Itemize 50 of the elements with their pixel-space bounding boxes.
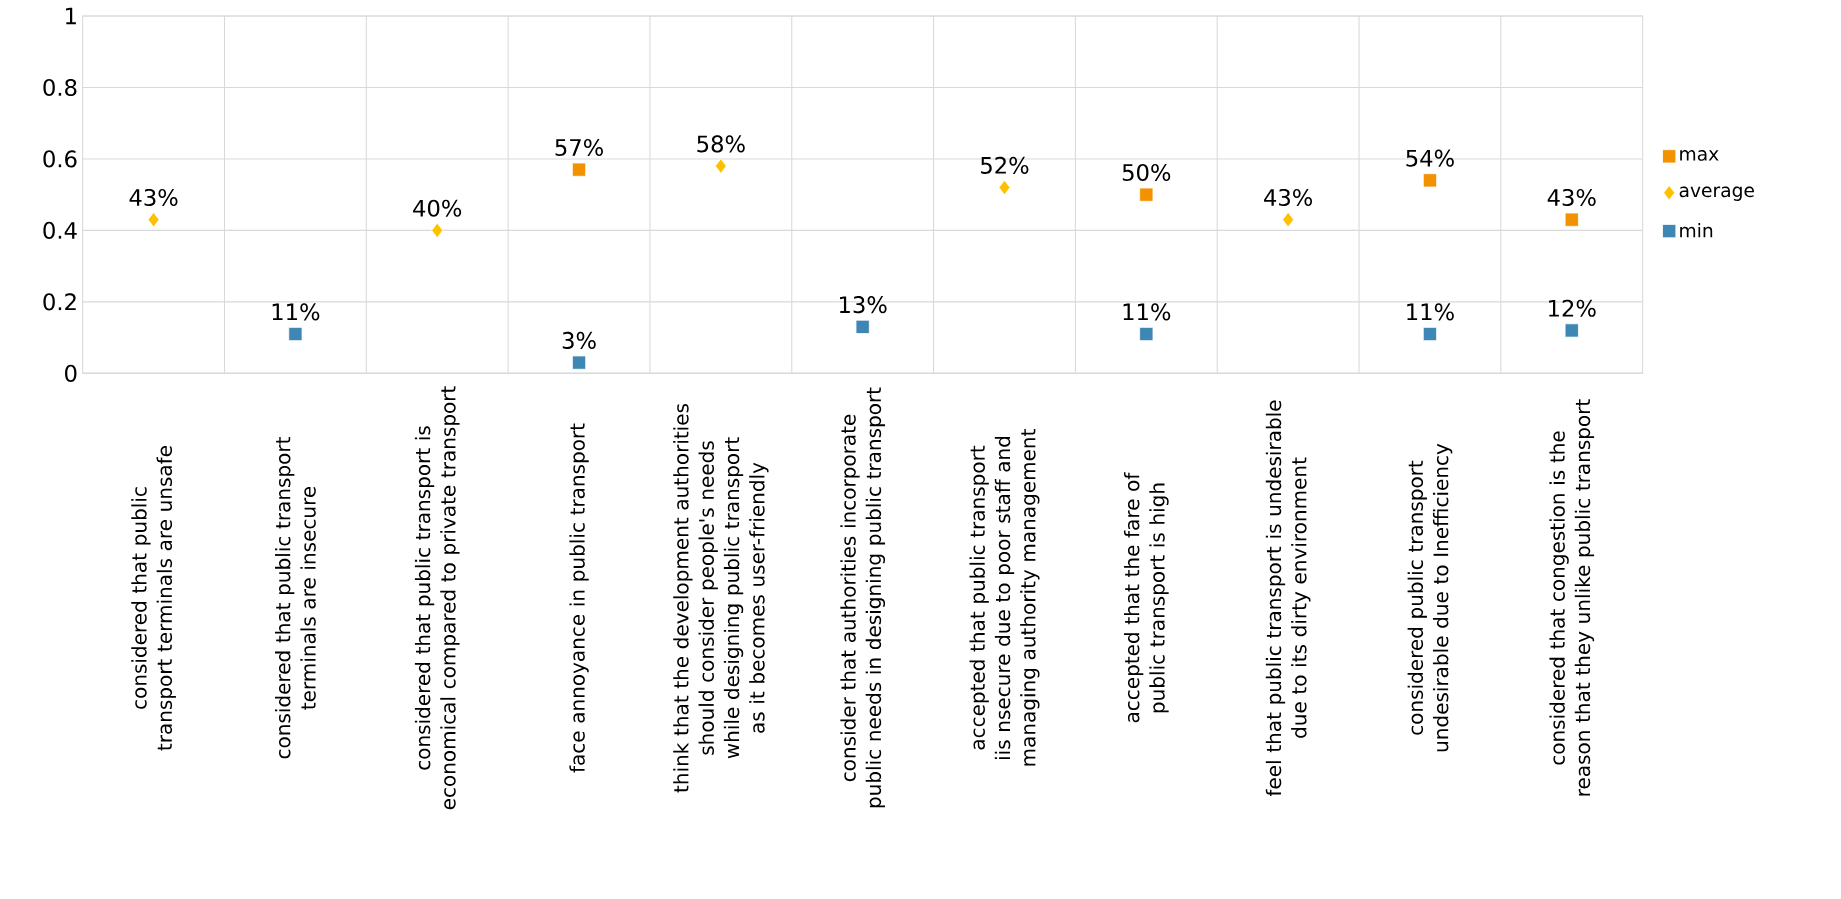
legend-label: min: [1680, 223, 1713, 238]
x-tick-label: face annoyance in public transport: [569, 423, 589, 773]
y-tick-label: 0.4: [43, 221, 77, 239]
data-label: 3%: [562, 331, 596, 349]
point: [288, 326, 303, 342]
y-tick-label: 0.6: [43, 150, 77, 168]
x-tick-label: considered that public transport is economical compared to private transport: [414, 386, 460, 810]
data-label: 40%: [413, 199, 462, 217]
point: [1564, 212, 1579, 227]
legend-label: max: [1680, 150, 1719, 161]
point: [1564, 323, 1579, 338]
point: [571, 162, 587, 177]
x-tick-label: think that the development authorities should consider people's needs while designing public transport as it becomes user-friendly: [673, 404, 769, 793]
data-label: 58%: [697, 135, 745, 153]
point: [855, 319, 870, 334]
data-label: 50%: [1122, 163, 1171, 182]
x-tick-label: considered public transport undesirable due to Inefficiency: [1407, 443, 1453, 752]
point: [1422, 326, 1438, 342]
point: [1282, 211, 1295, 228]
x-tick-label: considered that congestion is the reason that they unlike public transport: [1549, 399, 1595, 796]
data-label: 13%: [839, 296, 887, 314]
y-tick-label: 0.2: [43, 293, 76, 311]
data-label: 11%: [1407, 303, 1454, 321]
data-label: 52%: [981, 156, 1029, 174]
x-tick-label: considered that public transport terminals are unsafe: [131, 446, 176, 751]
point: [431, 222, 444, 239]
data-label: 43%: [129, 188, 178, 207]
x-tick-label: considered that public transport terminals are insecure: [275, 437, 316, 759]
x-tick-label: accepted that public transport iis nsecure due to poor staff and managing authority management: [969, 429, 1040, 766]
point: [1139, 326, 1154, 342]
data-label: 54%: [1406, 149, 1454, 167]
point: [714, 158, 727, 174]
point: [1422, 173, 1438, 188]
point: [571, 355, 587, 370]
data-label: 43%: [1264, 188, 1313, 207]
data-label: 11%: [1123, 303, 1171, 321]
data-label: 12%: [1549, 299, 1596, 317]
data-label: 11%: [272, 303, 320, 321]
point: [147, 211, 160, 228]
point: [998, 179, 1011, 196]
data-label: 57%: [555, 138, 603, 157]
y-tick-label: 0.8: [43, 78, 77, 97]
point: [1139, 187, 1154, 202]
x-tick-label: consider that authorities incorporate public needs in designing public transport: [840, 387, 886, 808]
x-tick-label: feel that public transport is undesirable due to its dirty environment: [1265, 400, 1311, 797]
y-tick-label: 0: [65, 364, 77, 382]
x-tick-label: accepted that the fare of public transport is high: [1123, 472, 1169, 723]
legend-label: average: [1679, 186, 1754, 201]
data-label: 43%: [1547, 188, 1596, 207]
y-tick-label: 1: [66, 7, 76, 25]
